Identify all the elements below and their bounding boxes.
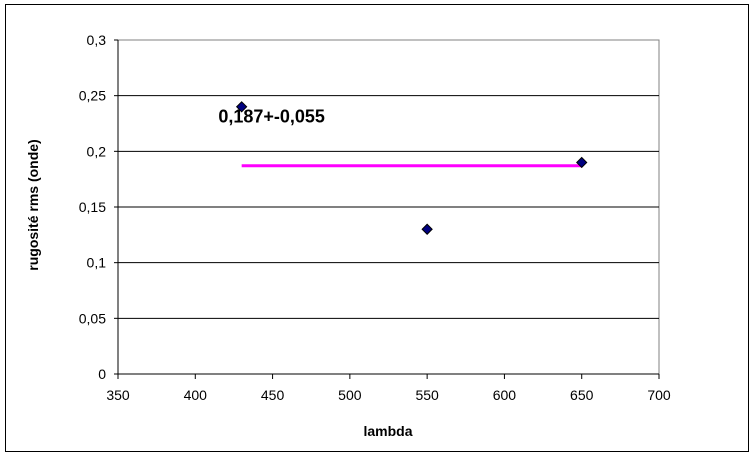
x-tick-label: 350: [106, 387, 130, 403]
annotations: 0,187+-0,055: [218, 106, 325, 126]
y-tick-label: 0: [98, 366, 106, 382]
x-tick-label: 550: [415, 387, 439, 403]
gridlines: [118, 95, 659, 319]
annotation-label: 0,187+-0,055: [218, 106, 325, 126]
y-tick-label: 0,3: [87, 32, 107, 48]
x-tick-label: 650: [570, 387, 594, 403]
x-tick-label: 700: [647, 387, 671, 403]
y-tick-label: 0,2: [87, 143, 107, 159]
x-tick-label: 450: [261, 387, 285, 403]
y-tick-label: 0,05: [79, 310, 106, 326]
x-tick-label: 600: [493, 387, 517, 403]
data-point-3: [576, 156, 588, 169]
y-tick-label: 0,1: [87, 255, 107, 271]
x-axis-title: lambda: [363, 423, 412, 439]
y-tick-label: 0,15: [79, 199, 106, 215]
x-tick-label: 400: [184, 387, 208, 403]
y-tick-label: 0,25: [79, 88, 106, 104]
x-tick-label: 500: [338, 387, 362, 403]
series: [235, 101, 588, 235]
data-point-1: [235, 101, 248, 113]
plot-area: 0 0,05 0,1 0,15 0,2 0,25 0,3 350 400 450 500 550 600…: [79, 32, 671, 403]
y-axis-title: rugosité rms (onde): [25, 139, 41, 270]
data-point-2: [421, 223, 433, 235]
axes: 0 0,05 0,1 0,15 0,2 0,25 0,3 350 400 450 500 550 600…: [79, 32, 671, 403]
